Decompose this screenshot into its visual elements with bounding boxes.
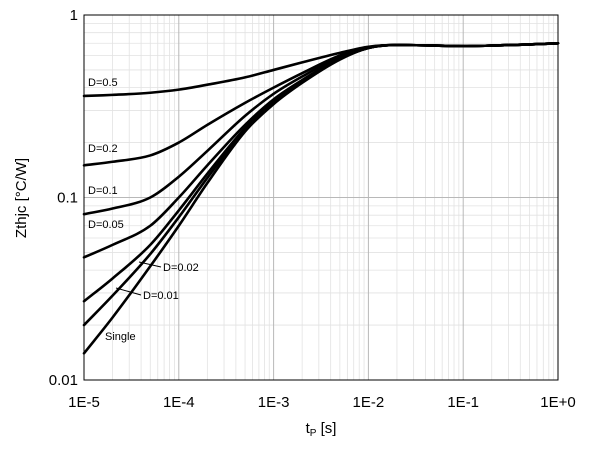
series-label-d-0-01: D=0.01 (143, 290, 179, 302)
x-axis-title: tP [s] (306, 420, 337, 439)
x-tick-label: 1E-2 (353, 394, 385, 411)
x-tick-label: 1E-4 (163, 394, 195, 411)
x-tick-label: 1E-5 (68, 394, 100, 411)
series-labels: D=0.5 D=0.2 D=0.1 D=0.05 D=0.02 D=0.01 Single (88, 77, 199, 343)
y-tick-labels: 0.01 0.1 1 (49, 7, 78, 389)
series-label-d-0-05: D=0.05 (88, 219, 124, 231)
x-tick-label: 1E-3 (258, 394, 290, 411)
x-tick-label: 1E+0 (540, 394, 575, 411)
y-tick-label: 0.1 (57, 190, 78, 207)
series-label-d-0-1: D=0.1 (88, 185, 118, 197)
x-tick-label: 1E-1 (447, 394, 479, 411)
plot-frame (83, 14, 559, 381)
x-tick-labels: 1E-5 1E-4 1E-3 1E-2 1E-1 1E+0 (68, 394, 576, 411)
series-label-d-0-2: D=0.2 (88, 143, 118, 155)
series-label-single: Single (105, 331, 136, 343)
series-label-leader-d-0-02 (138, 261, 162, 268)
y-tick-label: 1 (70, 7, 78, 24)
series-label-leader-d-0-01 (115, 287, 142, 296)
y-tick-label: 0.01 (49, 372, 78, 389)
y-axis-title: Zthjc [°C/W] (13, 158, 30, 238)
series-lines (82, 41, 560, 355)
series-label-d-0-5: D=0.5 (88, 77, 118, 89)
series-label-d-0-02: D=0.02 (163, 262, 199, 274)
series-line-single (82, 41, 560, 355)
